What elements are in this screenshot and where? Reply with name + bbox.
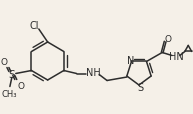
Text: S: S bbox=[137, 82, 143, 92]
Text: O: O bbox=[17, 81, 24, 90]
Text: S: S bbox=[8, 69, 15, 79]
Text: Cl: Cl bbox=[29, 21, 39, 31]
Text: O: O bbox=[165, 35, 172, 44]
Text: NH: NH bbox=[86, 68, 101, 78]
Text: N: N bbox=[127, 56, 134, 66]
Text: HN: HN bbox=[168, 52, 183, 62]
Text: O: O bbox=[1, 57, 8, 66]
Text: CH₃: CH₃ bbox=[1, 89, 17, 98]
